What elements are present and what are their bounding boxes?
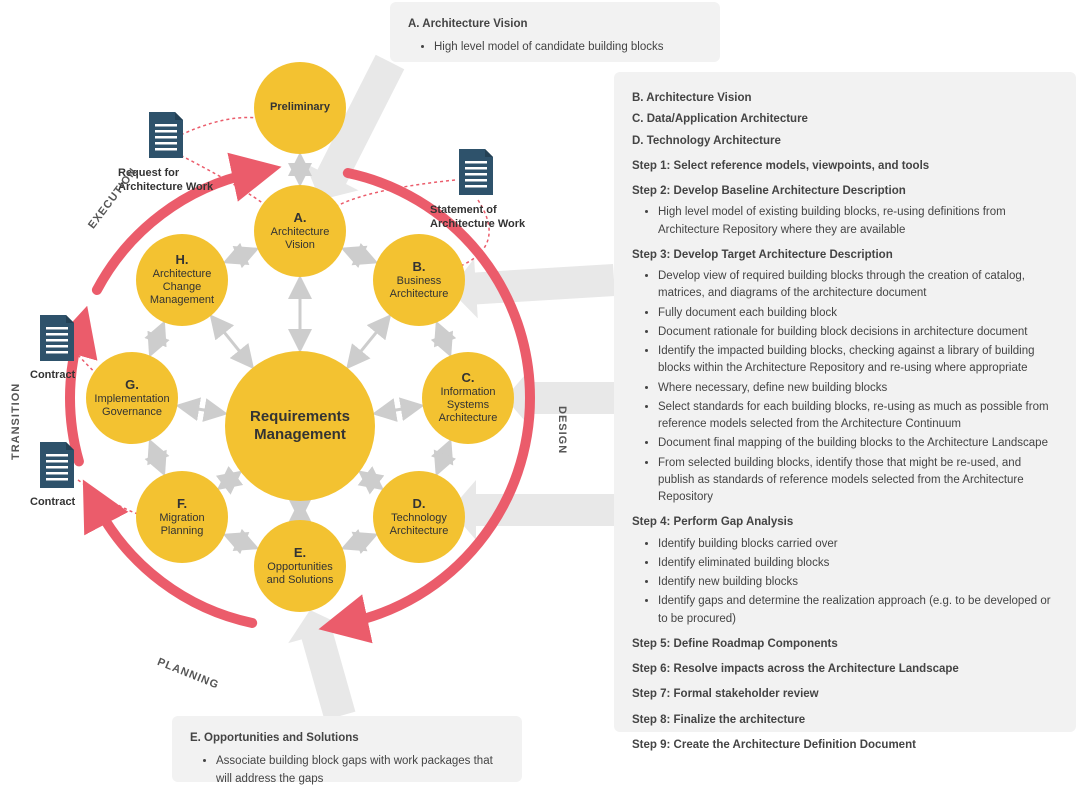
- bullet: Develop view of required building blocks…: [658, 268, 1058, 303]
- phase-label: Architecture Vision: [254, 226, 346, 252]
- arc-label-execution: EXECUTION: [86, 166, 140, 232]
- step-title: Step 2: Develop Baseline Architecture De…: [632, 183, 1058, 200]
- arc-label-design: DESIGN: [556, 406, 568, 454]
- phase-letter: H.: [176, 252, 189, 268]
- phase-b: B.Business Architecture: [373, 234, 465, 326]
- step-title: Step 6: Resolve impacts across the Archi…: [632, 661, 1058, 678]
- phase-letter: C.: [462, 370, 475, 386]
- bullet: Document rationale for building block de…: [658, 324, 1058, 341]
- bullet: Select standards for each building block…: [658, 399, 1058, 434]
- bullet: High level model of candidate building b…: [434, 39, 702, 56]
- bullet: Identify the impacted building blocks, c…: [658, 343, 1058, 378]
- heading: C. Data/Application Architecture: [632, 111, 1058, 128]
- phase-label: Information Systems Architecture: [422, 386, 514, 426]
- phase-c: C.Information Systems Architecture: [422, 352, 514, 444]
- document-icon-request: [145, 110, 187, 160]
- step-title: Step 8: Finalize the architecture: [632, 712, 1058, 729]
- step-title: Step 3: Develop Target Architecture Desc…: [632, 247, 1058, 264]
- adm-diagram: Requirements Management A.Architecture V…: [0, 0, 620, 792]
- step-bullets: Develop view of required building blocks…: [632, 268, 1058, 506]
- step-bullets: High level model of existing building bl…: [632, 204, 1058, 239]
- phase-label: Opportunities and Solutions: [254, 561, 346, 587]
- bullet: High level model of existing building bl…: [658, 204, 1058, 239]
- heading: B. Architecture Vision: [632, 90, 1058, 107]
- phase-letter: F.: [177, 496, 187, 512]
- phase-g: G.Implementation Governance: [86, 352, 178, 444]
- document-label-contract2: Contract: [30, 495, 110, 509]
- panel-steps: B. Architecture Vision C. Data/Applicatio…: [614, 72, 1076, 732]
- step-title: Step 5: Define Roadmap Components: [632, 636, 1058, 653]
- preliminary-label: Preliminary: [264, 101, 336, 114]
- phase-letter: G.: [125, 377, 139, 393]
- bullet: Identify eliminated building blocks: [658, 555, 1058, 572]
- bullet: Identify gaps and determine the realizat…: [658, 593, 1058, 628]
- phase-letter: D.: [413, 496, 426, 512]
- phase-label: Architecture Change Management: [136, 268, 228, 308]
- bullet: Fully document each building block: [658, 305, 1058, 322]
- document-label-statement: Statement of Architecture Work: [430, 203, 550, 232]
- phase-letter: B.: [413, 259, 426, 275]
- phase-letter: E.: [294, 545, 306, 561]
- bullet: Document final mapping of the building b…: [658, 435, 1058, 452]
- phase-label: Business Architecture: [373, 275, 465, 301]
- step-title: Step 9: Create the Architecture Definiti…: [632, 737, 1058, 754]
- phase-label: Technology Architecture: [373, 512, 465, 538]
- panel-architecture-vision: A. Architecture Vision High level model …: [390, 2, 720, 62]
- phase-letter: A.: [294, 210, 307, 226]
- phase-a: A.Architecture Vision: [254, 185, 346, 277]
- phase-label: Migration Planning: [136, 512, 228, 538]
- bullet: From selected building blocks, identify …: [658, 455, 1058, 507]
- panel-opportunities-solutions: E. Opportunities and Solutions Associate…: [172, 716, 522, 782]
- bullet: Identify building blocks carried over: [658, 536, 1058, 553]
- bullet: Identify new building blocks: [658, 574, 1058, 591]
- arc-label-planning: PLANNING: [156, 656, 221, 692]
- step-title: Step 4: Perform Gap Analysis: [632, 514, 1058, 531]
- step-bullets: Identify building blocks carried over Ide…: [632, 536, 1058, 628]
- phase-e: E.Opportunities and Solutions: [254, 520, 346, 612]
- bullet: Where necessary, define new building blo…: [658, 380, 1058, 397]
- document-icon-statement: [455, 147, 497, 197]
- step-title: Step 1: Select reference models, viewpoi…: [632, 158, 1058, 175]
- phase-label: Implementation Governance: [86, 393, 178, 419]
- document-icon-contract1: [36, 313, 78, 363]
- document-label-contract1: Contract: [30, 368, 110, 382]
- phase-h: H.Architecture Change Management: [136, 234, 228, 326]
- phase-d: D.Technology Architecture: [373, 471, 465, 563]
- phase-f: F.Migration Planning: [136, 471, 228, 563]
- bullet: Associate building block gaps with work …: [216, 753, 504, 788]
- heading: D. Technology Architecture: [632, 133, 1058, 150]
- top-panel-title: A. Architecture Vision: [408, 16, 702, 33]
- document-icon-contract2: [36, 440, 78, 490]
- center-requirements-management: Requirements Management: [225, 351, 375, 501]
- bottom-panel-title: E. Opportunities and Solutions: [190, 730, 504, 747]
- arc-label-transition: TRANSITION: [10, 383, 22, 460]
- step-title: Step 7: Formal stakeholder review: [632, 686, 1058, 703]
- center-label: Requirements Management: [225, 408, 375, 444]
- phase-preliminary: Preliminary: [254, 62, 346, 154]
